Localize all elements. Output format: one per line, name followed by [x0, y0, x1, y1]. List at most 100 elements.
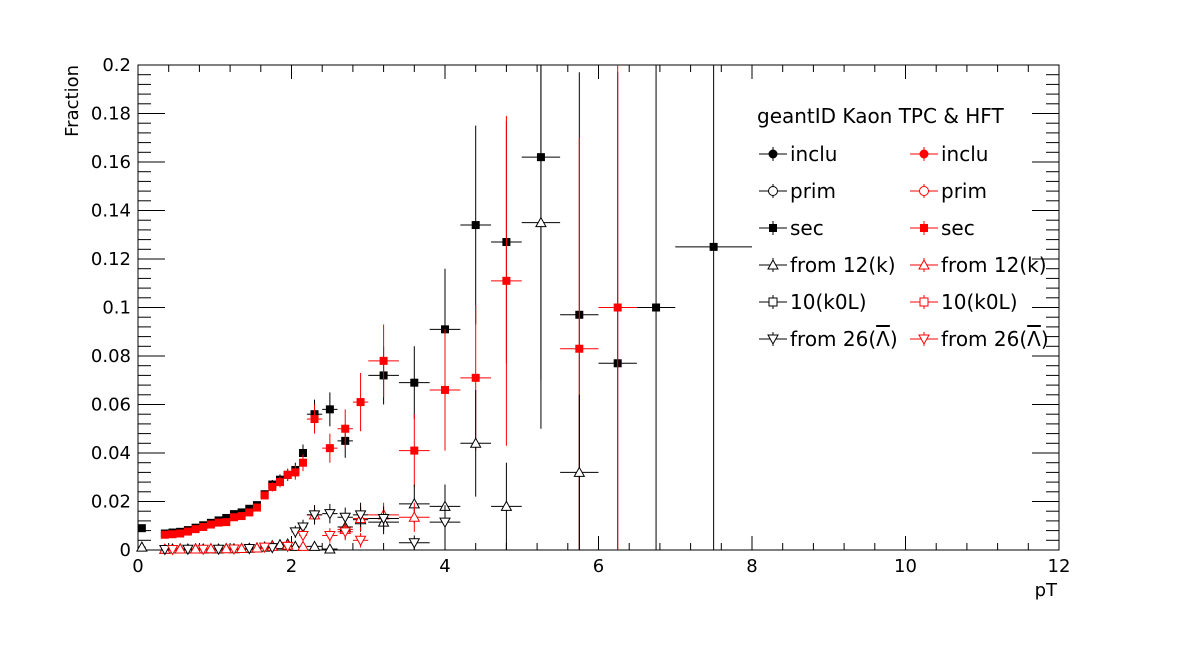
data-point [339, 527, 352, 538]
y-tick-label: 0.16 [91, 152, 131, 173]
y-tick-label: 0.18 [91, 104, 131, 125]
x-tick-label: 12 [1048, 556, 1071, 577]
legend-label: prim [790, 179, 836, 203]
data-point [324, 543, 336, 554]
data-point [439, 517, 451, 529]
legend-marker [767, 334, 779, 346]
data-point [266, 543, 279, 554]
data-point [258, 542, 271, 554]
data-point [206, 520, 215, 529]
x-tick-label: 0 [132, 556, 143, 577]
data-point [135, 541, 148, 552]
data-point [573, 466, 586, 477]
data-point [354, 510, 367, 521]
y-tick-label: 0.14 [91, 201, 131, 222]
legend-label: sec [790, 216, 824, 240]
data-point [281, 541, 294, 553]
data-point [137, 524, 146, 533]
data-point [575, 344, 584, 353]
legend-entry-right: inclu [910, 142, 988, 166]
data-point [297, 522, 309, 533]
data-point [229, 513, 238, 522]
data-point [535, 216, 547, 228]
legend-entry-right: from 26(Λ) [910, 327, 1049, 351]
legend-label: 10(k0L) [790, 290, 867, 314]
data-point [212, 544, 225, 556]
data-point [297, 540, 309, 551]
data-point [325, 405, 334, 414]
legend-entry-left: prim [759, 179, 836, 203]
x-tick-label: 2 [286, 556, 297, 577]
legend-marker [768, 186, 778, 196]
legend: geantID Kaon TPC & HFT inclu inclu prim pri… [757, 104, 1049, 351]
data-point [324, 530, 336, 542]
axis-tick-labels: 0 2 4 6 8 10 12 0 0.02 0.04 0.06 0.08 0.1 0.12 0.14 0.1… [91, 55, 1071, 577]
data-point [410, 446, 419, 455]
legend-marker [768, 297, 778, 307]
legend-marker [768, 149, 778, 159]
legend-label: 10(k0L) [941, 290, 1018, 314]
data-point [299, 458, 308, 467]
data-point [252, 503, 261, 512]
data-point [408, 511, 421, 522]
data-point [297, 530, 309, 542]
y-tick-label: 0.12 [91, 249, 131, 270]
data-point [341, 424, 350, 433]
data-point [205, 542, 217, 554]
data-point [159, 545, 171, 556]
data-point [441, 385, 449, 394]
legend-label: inclu [790, 142, 837, 166]
data-point [652, 303, 661, 312]
legend-label: prim [941, 179, 987, 203]
data-point [308, 510, 321, 521]
legend-marker [769, 224, 777, 232]
legend-entry-left: sec [759, 216, 824, 240]
data-point [471, 373, 480, 382]
data-point [709, 242, 718, 251]
data-point [237, 512, 246, 521]
data-point [260, 491, 269, 500]
legend-entry-right: 10(k0L) [910, 290, 1018, 314]
series-4 [159, 502, 461, 556]
data-point [299, 449, 308, 457]
data-point [471, 221, 480, 230]
data-point [324, 509, 336, 520]
data-point [325, 444, 334, 453]
data-point [275, 478, 284, 487]
legend-entry-left: 10(k0L) [759, 290, 867, 314]
data-point [176, 529, 185, 538]
legend-title: geantID Kaon TPC & HFT [757, 104, 1004, 128]
data-point [199, 522, 208, 531]
data-point [228, 544, 240, 556]
series-2 [135, 65, 599, 554]
data-point [214, 518, 223, 527]
legend-entry-left: from 26(Λ) [759, 327, 898, 351]
data-point [502, 276, 511, 285]
y-tick-label: 0 [120, 540, 131, 561]
data-point [243, 544, 256, 555]
data-point [189, 543, 202, 554]
legend-entry-left: inclu [759, 142, 837, 166]
y-tick-label: 0.2 [102, 55, 131, 76]
data-point [377, 513, 390, 525]
data-point [251, 542, 263, 553]
legend-marker [767, 258, 779, 270]
data-point [235, 542, 248, 554]
legend-entry-right: prim [910, 179, 987, 203]
legend-entry-right: sec [910, 216, 975, 240]
x-axis-label: pT [1035, 580, 1058, 601]
data-point [183, 527, 192, 536]
data-point [291, 468, 300, 477]
data-point [408, 538, 421, 549]
x-tick-label: 6 [593, 556, 604, 577]
data-point [289, 527, 302, 538]
data-point [191, 525, 200, 534]
data-point [613, 303, 622, 312]
y-tick-label: 0.08 [91, 346, 131, 367]
data-point [354, 535, 367, 547]
legend-label: from 12(k) [941, 253, 1047, 277]
legend-marker [918, 258, 930, 270]
y-tick-label: 0.06 [91, 395, 131, 416]
legend-label: from 26(Λ) [790, 327, 898, 351]
